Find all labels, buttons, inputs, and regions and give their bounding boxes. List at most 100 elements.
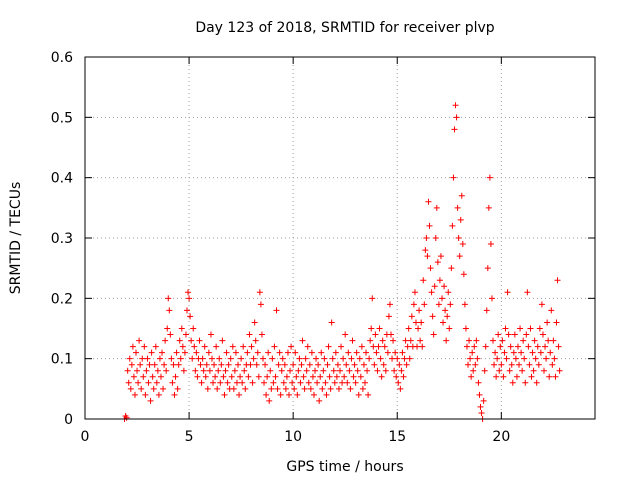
data-point [511, 331, 518, 338]
data-point [320, 367, 327, 374]
data-point [294, 391, 301, 398]
data-point [449, 222, 456, 229]
data-point [445, 289, 452, 296]
data-point [175, 361, 182, 368]
data-point [346, 367, 353, 374]
data-point [133, 349, 139, 356]
data-point [428, 289, 435, 296]
data-point [238, 355, 245, 362]
data-point [173, 349, 180, 356]
data-point [193, 349, 200, 356]
data-point [317, 373, 324, 380]
data-point [229, 343, 236, 350]
data-point [327, 385, 334, 392]
data-point [138, 385, 145, 392]
data-point [530, 367, 537, 374]
data-point [352, 379, 359, 386]
data-point [490, 337, 496, 344]
data-point [390, 337, 397, 344]
data-point [529, 349, 536, 356]
data-point [500, 373, 507, 380]
data-point [267, 367, 274, 374]
data-point [499, 337, 506, 344]
data-point [512, 355, 519, 362]
data-point [220, 373, 227, 380]
data-point [141, 343, 148, 350]
data-point [270, 379, 277, 386]
data-point [282, 385, 289, 392]
data-point [434, 259, 441, 266]
data-point [261, 379, 268, 386]
data-point [333, 373, 340, 380]
data-point [207, 331, 214, 338]
data-point [548, 307, 555, 314]
data-point [221, 391, 228, 398]
y-tick-label: 0.4 [51, 171, 73, 187]
data-point [545, 337, 552, 344]
data-point [501, 349, 508, 356]
y-tick-label: 0.3 [51, 231, 73, 247]
data-point [339, 379, 346, 386]
data-point [498, 361, 505, 368]
data-point [140, 373, 147, 380]
data-point [358, 343, 365, 350]
data-point [491, 361, 498, 368]
data-point [443, 337, 450, 344]
data-point [487, 241, 494, 248]
data-point [322, 379, 329, 386]
data-point [502, 325, 509, 332]
data-point [410, 301, 417, 308]
data-point [451, 126, 458, 133]
data-point [483, 307, 490, 314]
data-point [334, 361, 341, 368]
data-point [196, 337, 203, 344]
data-point [422, 247, 429, 254]
data-point [364, 367, 371, 374]
data-point [268, 385, 275, 392]
data-point [160, 385, 167, 392]
data-point [189, 355, 196, 362]
data-point [526, 361, 533, 368]
data-point [171, 391, 178, 398]
data-point [266, 397, 273, 404]
data-point [480, 397, 487, 404]
data-point [456, 253, 463, 260]
data-point [301, 385, 308, 392]
data-point [143, 367, 150, 374]
data-point [431, 283, 438, 290]
data-point [482, 343, 489, 350]
data-point [198, 379, 205, 386]
data-point [372, 331, 379, 338]
data-point [554, 277, 561, 284]
data-point [318, 349, 325, 356]
data-point [248, 343, 255, 350]
data-point [513, 373, 520, 380]
grid-lines [85, 57, 595, 419]
data-point [259, 355, 266, 362]
data-point [363, 349, 370, 356]
data-point [228, 373, 235, 380]
data-point [341, 373, 348, 380]
data-point [494, 355, 501, 362]
data-point [442, 307, 449, 314]
data-point [503, 355, 510, 362]
data-point [236, 391, 243, 398]
data-point [415, 325, 422, 332]
data-point [547, 349, 554, 356]
data-point [463, 343, 470, 350]
data-point [313, 355, 320, 362]
data-point [170, 361, 177, 368]
data-point [253, 361, 260, 368]
data-point [475, 379, 482, 386]
data-point [450, 174, 457, 181]
data-point [497, 343, 504, 350]
data-point [481, 367, 488, 374]
data-point [468, 373, 475, 380]
data-point [161, 361, 168, 368]
data-point [241, 367, 248, 374]
data-point [388, 331, 394, 338]
data-point [544, 319, 551, 326]
data-point [370, 343, 377, 350]
data-point [271, 343, 278, 350]
y-tick-label: 0.2 [51, 291, 73, 307]
